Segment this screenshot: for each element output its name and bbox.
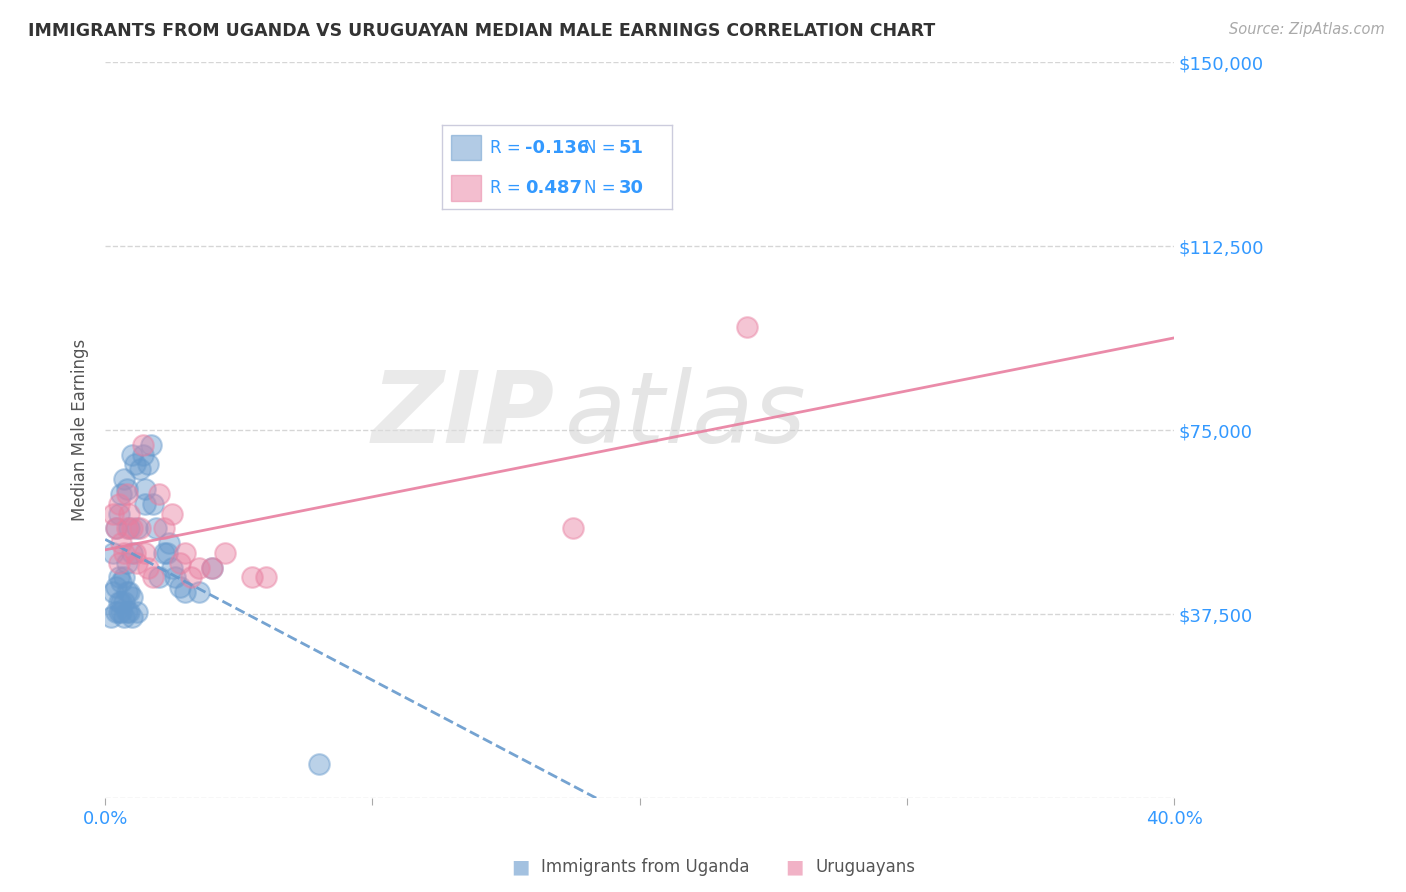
Point [129,521,152,535]
Point [127,521,149,535]
Point [112,609,135,624]
Point [153,521,176,535]
Point [139,438,162,452]
Point [308,756,330,771]
Point [107,570,129,584]
Point [134,546,156,560]
Point [148,570,170,584]
Point [169,580,191,594]
Point [110,536,132,550]
Point [118,507,141,521]
Point [240,570,263,584]
Text: ■: ■ [510,857,530,877]
Y-axis label: Median Male Earnings: Median Male Earnings [72,339,89,521]
Point [142,497,165,511]
Point [127,556,149,570]
Text: Immigrants from Uganda: Immigrants from Uganda [541,858,749,876]
Point [103,546,125,560]
Point [180,570,202,584]
Point [127,605,149,619]
Point [100,609,122,624]
Text: atlas: atlas [565,367,807,464]
Point [174,585,197,599]
Point [174,546,197,560]
Point [104,605,127,619]
Point [153,546,176,560]
Point [103,585,125,599]
Point [131,448,153,462]
Point [115,482,138,496]
Point [145,521,167,535]
Point [112,472,135,486]
Point [129,462,152,476]
Point [121,448,143,462]
Point [107,507,129,521]
Text: IMMIGRANTS FROM UGANDA VS URUGUAYAN MEDIAN MALE EARNINGS CORRELATION CHART: IMMIGRANTS FROM UGANDA VS URUGUAYAN MEDI… [28,22,935,40]
Point [118,521,141,535]
Point [187,585,209,599]
Point [163,570,186,584]
Point [201,560,224,574]
Text: ■: ■ [785,857,804,877]
Point [124,458,146,472]
Point [134,482,156,496]
Point [118,585,141,599]
Point [110,575,132,590]
Point [134,497,156,511]
Text: Uruguayans: Uruguayans [815,858,915,876]
Point [254,570,277,584]
Point [131,438,153,452]
Point [110,487,132,501]
Point [107,556,129,570]
Point [121,590,143,604]
Point [115,605,138,619]
Point [107,595,129,609]
Point [112,546,135,560]
Point [112,570,135,584]
Point [121,521,143,535]
Point [115,585,138,599]
Point [142,570,165,584]
Point [148,487,170,501]
Point [115,487,138,501]
Text: ZIP: ZIP [371,367,554,464]
Point [201,560,224,574]
Point [107,605,129,619]
Point [187,560,209,574]
Point [136,560,159,574]
Point [156,546,179,560]
Point [121,546,143,560]
Point [121,609,143,624]
Point [110,595,132,609]
Point [107,497,129,511]
Point [115,521,138,535]
Point [104,521,127,535]
Point [136,458,159,472]
Point [112,595,135,609]
Point [160,507,183,521]
Point [110,605,132,619]
Text: Source: ZipAtlas.com: Source: ZipAtlas.com [1229,22,1385,37]
Point [561,521,583,535]
Point [104,521,127,535]
Point [115,556,138,570]
Point [735,320,758,334]
Point [157,536,180,550]
Point [104,580,127,594]
Point [169,556,191,570]
Point [103,507,125,521]
Point [160,560,183,574]
Point [118,605,141,619]
Point [214,546,236,560]
Point [124,546,146,560]
